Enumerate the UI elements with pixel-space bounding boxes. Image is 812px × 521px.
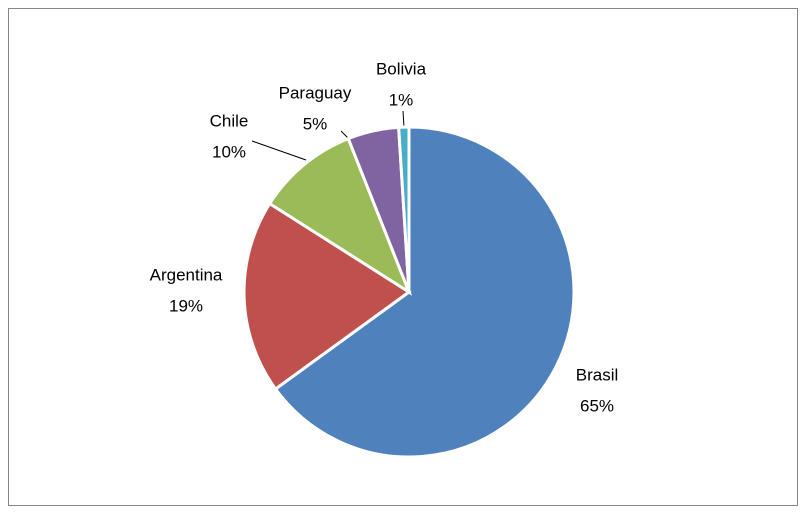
slice-label: Argentina [150,265,223,284]
slice-label: Bolivia [376,59,427,78]
slice-value-label: 5% [303,114,328,133]
slice-value-label: 65% [580,396,614,415]
pie-slice [242,201,412,392]
pie-slice [267,136,413,296]
slice-label: Chile [210,111,249,130]
pie-slice [273,125,576,459]
slice-value-label: 1% [389,90,414,109]
leader-line [251,140,307,161]
slice-value-label: 19% [169,296,203,315]
slice-value-label: 10% [212,142,246,161]
leader-line [402,110,405,128]
slice-label: Brasil [576,365,619,384]
slice-label: Paraguay [279,83,352,102]
pie-slice [397,125,411,293]
